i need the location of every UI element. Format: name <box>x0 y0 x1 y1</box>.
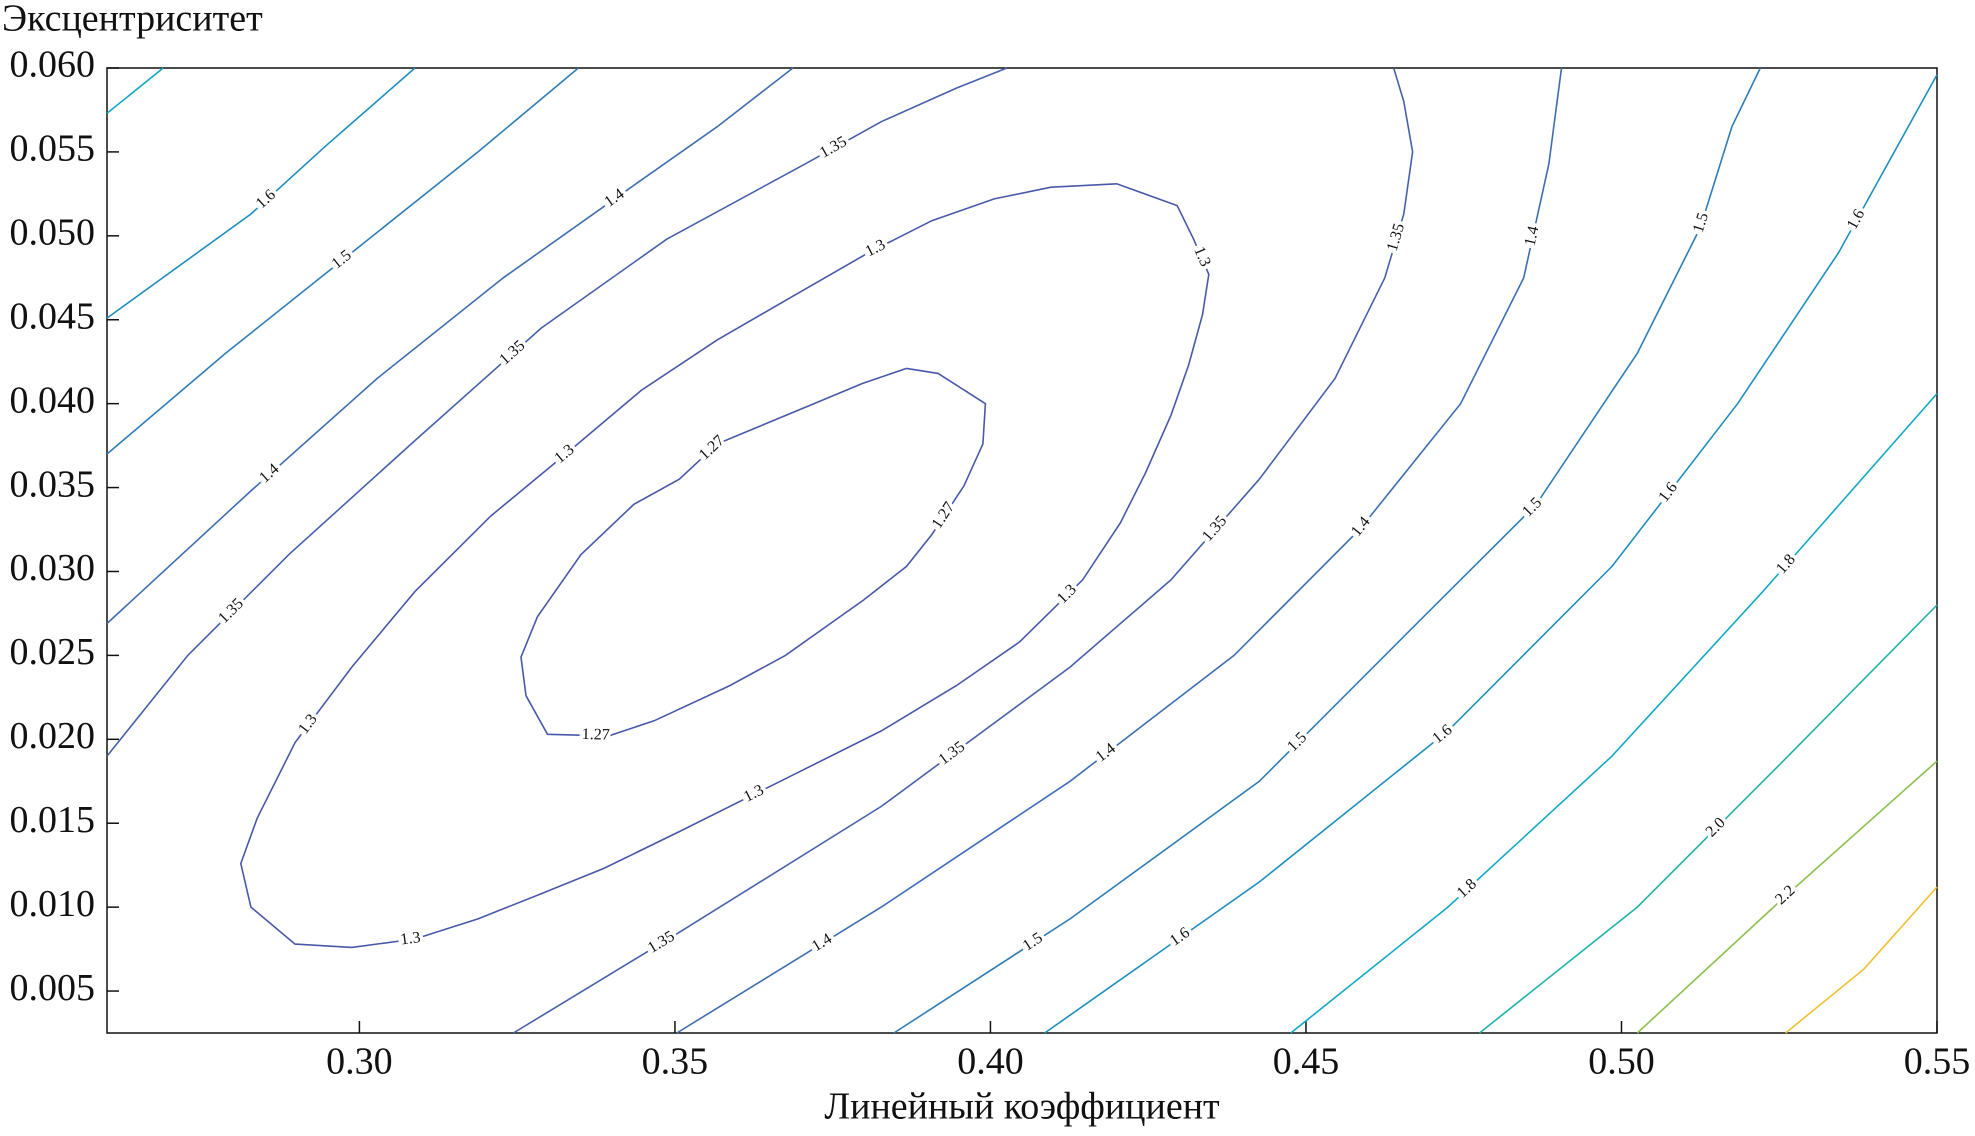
contour-label: 1.3 <box>399 929 421 948</box>
contour-label: 1.3 <box>741 782 766 806</box>
y-tick-label: 0.035 <box>10 463 96 505</box>
x-tick-label: 0.45 <box>1273 1041 1340 1083</box>
contour-label: 1.3 <box>1190 244 1214 269</box>
contour-label: 1.4 <box>1522 224 1543 247</box>
contour-label: 1.27 <box>582 726 610 744</box>
y-tick-label: 0.045 <box>10 295 96 337</box>
contour-label: 1.3 <box>1054 581 1080 607</box>
x-tick-label: 0.50 <box>1588 1041 1655 1083</box>
x-tick-label: 0.35 <box>642 1041 709 1083</box>
y-tick-label: 0.020 <box>10 715 96 757</box>
x-tick-label: 0.55 <box>1904 1041 1971 1083</box>
plot-frame <box>106 67 1938 1034</box>
y-tick-label: 0.005 <box>10 967 96 1009</box>
contour-label: 1.35 <box>645 928 678 957</box>
contour-label: 1.5 <box>1690 211 1712 235</box>
contour-line <box>1479 604 1938 1034</box>
x-tick-label: 0.30 <box>326 1041 393 1083</box>
contour-label: 1.4 <box>601 185 627 210</box>
contour-label: 1.5 <box>1284 729 1310 755</box>
y-tick-label: 0.010 <box>10 883 96 925</box>
contour-line <box>106 67 1762 1034</box>
y-tick-label: 0.055 <box>10 128 96 170</box>
x-tick-label: 0.40 <box>957 1041 1024 1083</box>
contour-label: 1.4 <box>809 930 835 955</box>
contour-line <box>106 67 1938 1034</box>
contour-line <box>239 182 1210 949</box>
y-tick-label: 0.030 <box>10 547 96 589</box>
contour-line <box>106 67 1414 1034</box>
x-axis-label: Линейный коэффициент <box>824 1086 1220 1128</box>
contour-label: 1.27 <box>929 499 959 532</box>
contour-label: 1.35 <box>936 738 969 768</box>
contour-label: 1.3 <box>295 711 321 737</box>
contour-line <box>520 367 987 737</box>
y-tick-label: 0.040 <box>10 379 96 421</box>
y-tick-label: 0.025 <box>10 631 96 673</box>
contour-label: 1.5 <box>1020 929 1046 954</box>
contour-label: 1.35 <box>1384 222 1408 254</box>
y-axis-label: Эксцентриситет <box>2 0 263 40</box>
contour-label: 1.6 <box>1167 924 1193 949</box>
contour-label: 1.35 <box>817 133 850 161</box>
contour-label: 2.0 <box>1703 814 1729 840</box>
contour-label: 1.6 <box>1844 207 1869 233</box>
contour-label: 1.35 <box>215 595 247 627</box>
contour-line <box>106 67 1563 1034</box>
contour-line <box>1636 760 1938 1034</box>
y-tick-label: 0.050 <box>10 212 96 254</box>
contour-line <box>106 67 1938 1034</box>
contour-line <box>1785 886 1938 1034</box>
contour-label: 1.3 <box>863 236 889 260</box>
y-tick-label: 0.060 <box>10 44 96 86</box>
y-tick-label: 0.015 <box>10 799 96 841</box>
